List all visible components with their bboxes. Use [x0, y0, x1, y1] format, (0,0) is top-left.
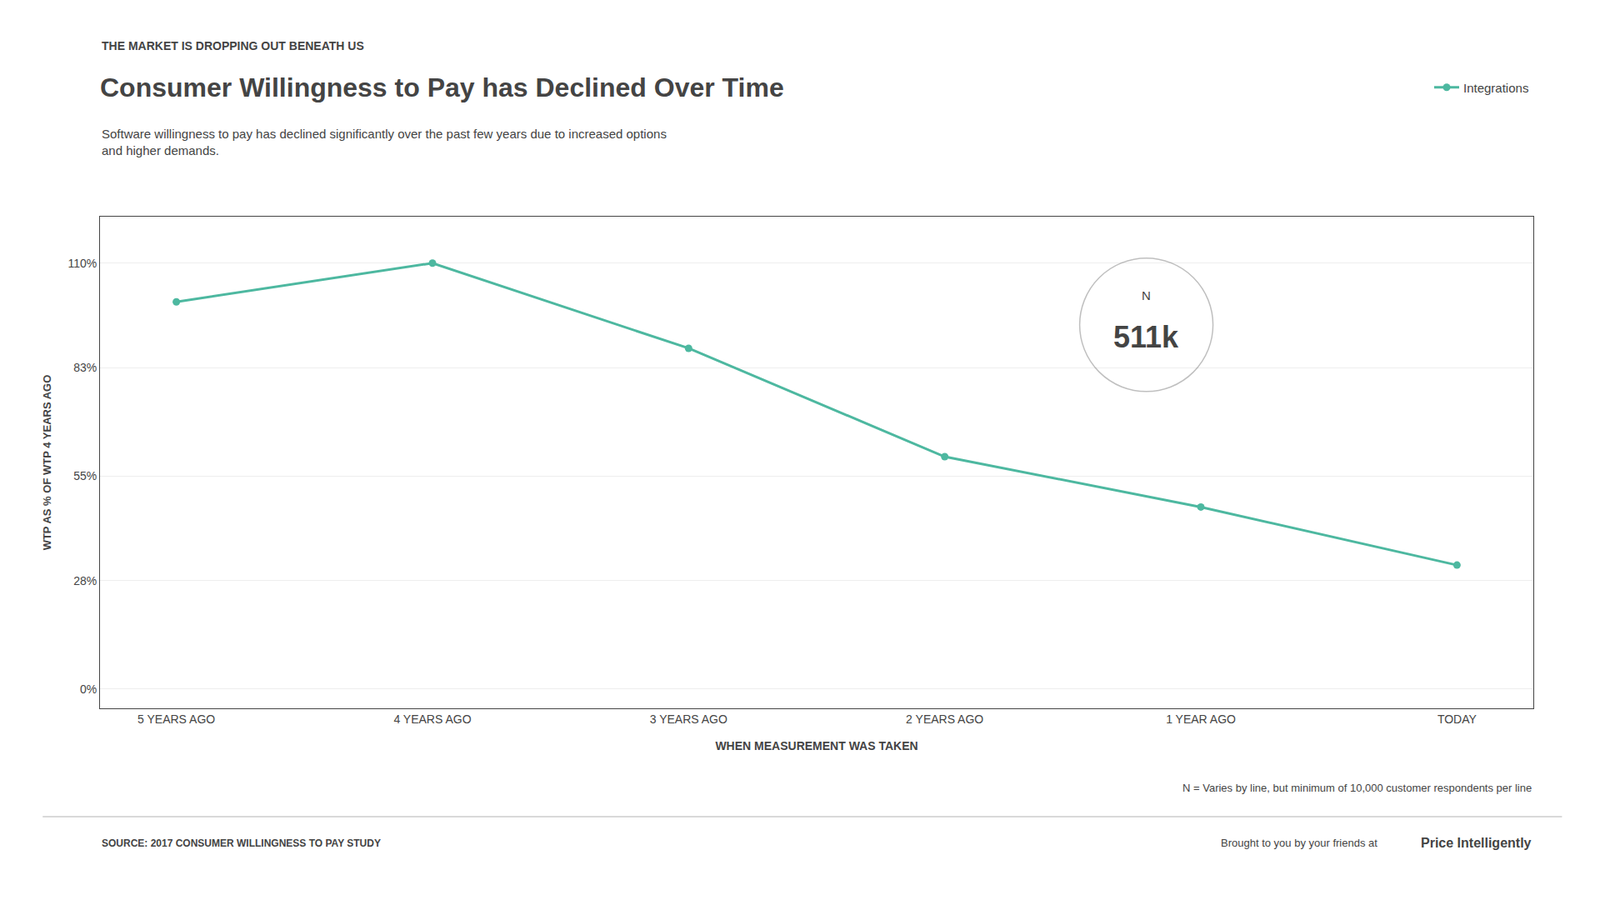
svg-text:N = Varies by line, but minimu: N = Varies by line, but minimum of 10,00… [1182, 781, 1532, 795]
svg-text:WTP AS % OF WTP 4 YEARS AGO: WTP AS % OF WTP 4 YEARS AGO [40, 375, 54, 551]
svg-text:N: N [1141, 288, 1151, 303]
svg-text:Software willingness to pay ha: Software willingness to pay has declined… [101, 126, 667, 158]
svg-text:4 YEARS AGO: 4 YEARS AGO [393, 712, 471, 726]
svg-text:WHEN MEASUREMENT WAS TAKEN: WHEN MEASUREMENT WAS TAKEN [715, 739, 918, 753]
svg-text:5 YEARS AGO: 5 YEARS AGO [137, 712, 215, 726]
svg-text:2 YEARS AGO: 2 YEARS AGO [905, 712, 984, 726]
svg-text:110%: 110% [67, 256, 97, 270]
svg-text:55%: 55% [73, 469, 97, 483]
svg-text:3 YEARS AGO: 3 YEARS AGO [650, 712, 728, 726]
svg-text:83%: 83% [73, 360, 97, 375]
svg-text:Price Intelligently: Price Intelligently [1420, 835, 1532, 850]
svg-text:Brought to you by your friends: Brought to you by your friends at [1220, 836, 1378, 850]
svg-text:THE MARKET IS DROPPING OUT BEN: THE MARKET IS DROPPING OUT BENEATH US [101, 39, 365, 53]
svg-text:Integrations: Integrations [1463, 80, 1529, 95]
svg-text:511k: 511k [1113, 320, 1180, 355]
svg-text:0%: 0% [80, 682, 97, 696]
svg-text:Consumer Willingness to Pay ha: Consumer Willingness to Pay has Declined… [100, 72, 785, 103]
svg-text:1 YEAR AGO: 1 YEAR AGO [1165, 712, 1236, 726]
svg-text:SOURCE: 2017 CONSUMER WILLINGN: SOURCE: 2017 CONSUMER WILLINGNESS TO PAY… [101, 837, 381, 850]
svg-text:TODAY: TODAY [1437, 712, 1478, 726]
svg-text:28%: 28% [73, 574, 97, 588]
